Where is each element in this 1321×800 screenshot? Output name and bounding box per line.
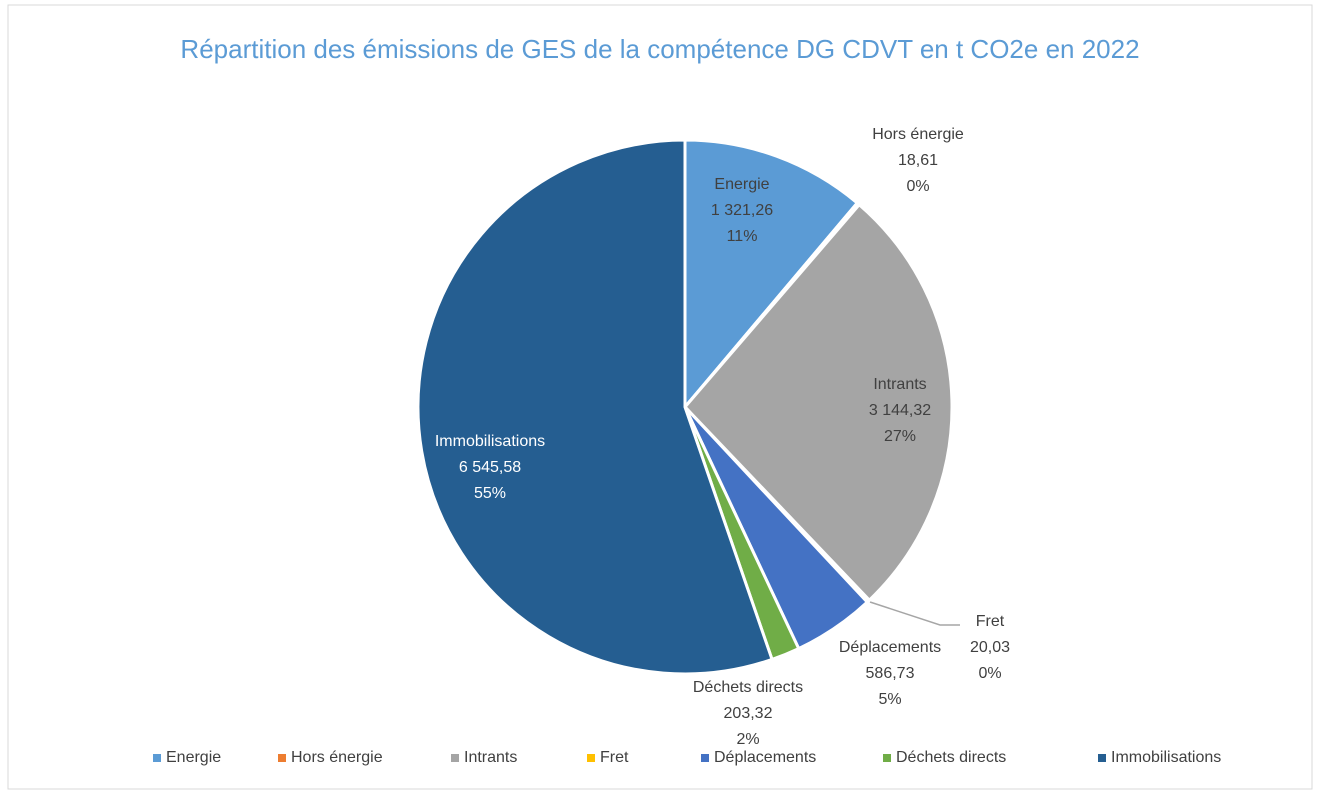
- legend-marker: [883, 754, 891, 762]
- legend-marker: [451, 754, 459, 762]
- data-label: Déplacements: [839, 639, 941, 656]
- data-label: 18,61: [898, 152, 938, 169]
- data-label: 0%: [978, 665, 1001, 682]
- legend-marker: [153, 754, 161, 762]
- data-label: 27%: [884, 428, 916, 445]
- data-label: 586,73: [866, 665, 915, 682]
- data-label: Hors énergie: [872, 126, 964, 143]
- chart-title: Répartition des émissions de GES de la c…: [180, 34, 1140, 64]
- data-label: Energie: [714, 176, 769, 193]
- data-label: 6 545,58: [459, 459, 521, 476]
- data-label: 55%: [474, 485, 506, 502]
- data-label: 5%: [878, 691, 901, 708]
- pie-slice: [682, 202, 954, 603]
- data-label: Déchets directs: [693, 679, 803, 696]
- legend-label: Déplacements: [714, 749, 816, 766]
- legend-label: Immobilisations: [1111, 749, 1221, 766]
- legend-marker: [278, 754, 286, 762]
- pie-slice: [416, 138, 774, 676]
- legend-label: Energie: [166, 749, 221, 766]
- legend-label: Hors énergie: [291, 749, 383, 766]
- data-label: Fret: [976, 613, 1005, 630]
- data-label: 1 321,26: [711, 202, 773, 219]
- legend-label: Intrants: [464, 749, 517, 766]
- leader-line: [869, 601, 960, 626]
- data-label: 2%: [736, 731, 759, 748]
- data-label: 20,03: [970, 639, 1010, 656]
- legend-marker: [1098, 754, 1106, 762]
- data-label: Immobilisations: [435, 433, 545, 450]
- legend-marker: [587, 754, 595, 762]
- data-label: Intrants: [873, 376, 926, 393]
- data-label: 3 144,32: [869, 402, 931, 419]
- data-label: 203,32: [724, 705, 773, 722]
- data-label: 0%: [906, 178, 929, 195]
- pie-slice: [683, 138, 860, 412]
- legend-marker: [701, 754, 709, 762]
- legend-label: Fret: [600, 749, 629, 766]
- legend-label: Déchets directs: [896, 749, 1006, 766]
- data-label: 11%: [727, 228, 758, 245]
- title-box: Répartition des émissions de GES de la c…: [180, 34, 1140, 64]
